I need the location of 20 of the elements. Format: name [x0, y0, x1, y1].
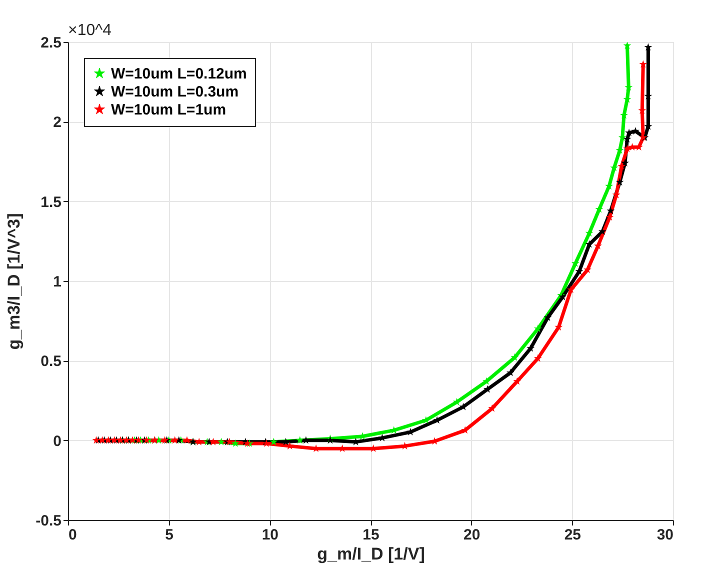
- y-tick-label: 2.5: [40, 34, 62, 52]
- y-tick-label: 1: [53, 274, 62, 290]
- y-axis-title: g_m3/I_D [1/V^3]: [4, 213, 24, 350]
- x-axis-title: g_m/I_D [1/V]: [317, 544, 425, 564]
- y-tick-label: -0.5: [36, 512, 62, 530]
- x-tick-label: 30: [656, 526, 674, 544]
- y-tick-label: 0.5: [40, 353, 62, 370]
- x-tick-label: 0: [68, 526, 77, 544]
- x-tick-label: 25: [564, 526, 582, 544]
- y-tick-label: 1.5: [40, 194, 62, 211]
- x-tick-label: 5: [165, 526, 174, 544]
- x-tick-label: 20: [463, 526, 480, 544]
- y-tick-label: 0: [53, 432, 62, 450]
- x-tick-label: 15: [362, 526, 380, 544]
- legend-label: W=10um L=1um: [111, 102, 226, 118]
- legend-label: W=10um L=0.12um: [111, 66, 247, 82]
- x-tick-label: 10: [262, 526, 279, 544]
- text: ×10^4: [68, 22, 112, 39]
- y-tick-label: 2: [53, 114, 62, 132]
- legend-label: W=10um L=0.3um: [111, 84, 239, 100]
